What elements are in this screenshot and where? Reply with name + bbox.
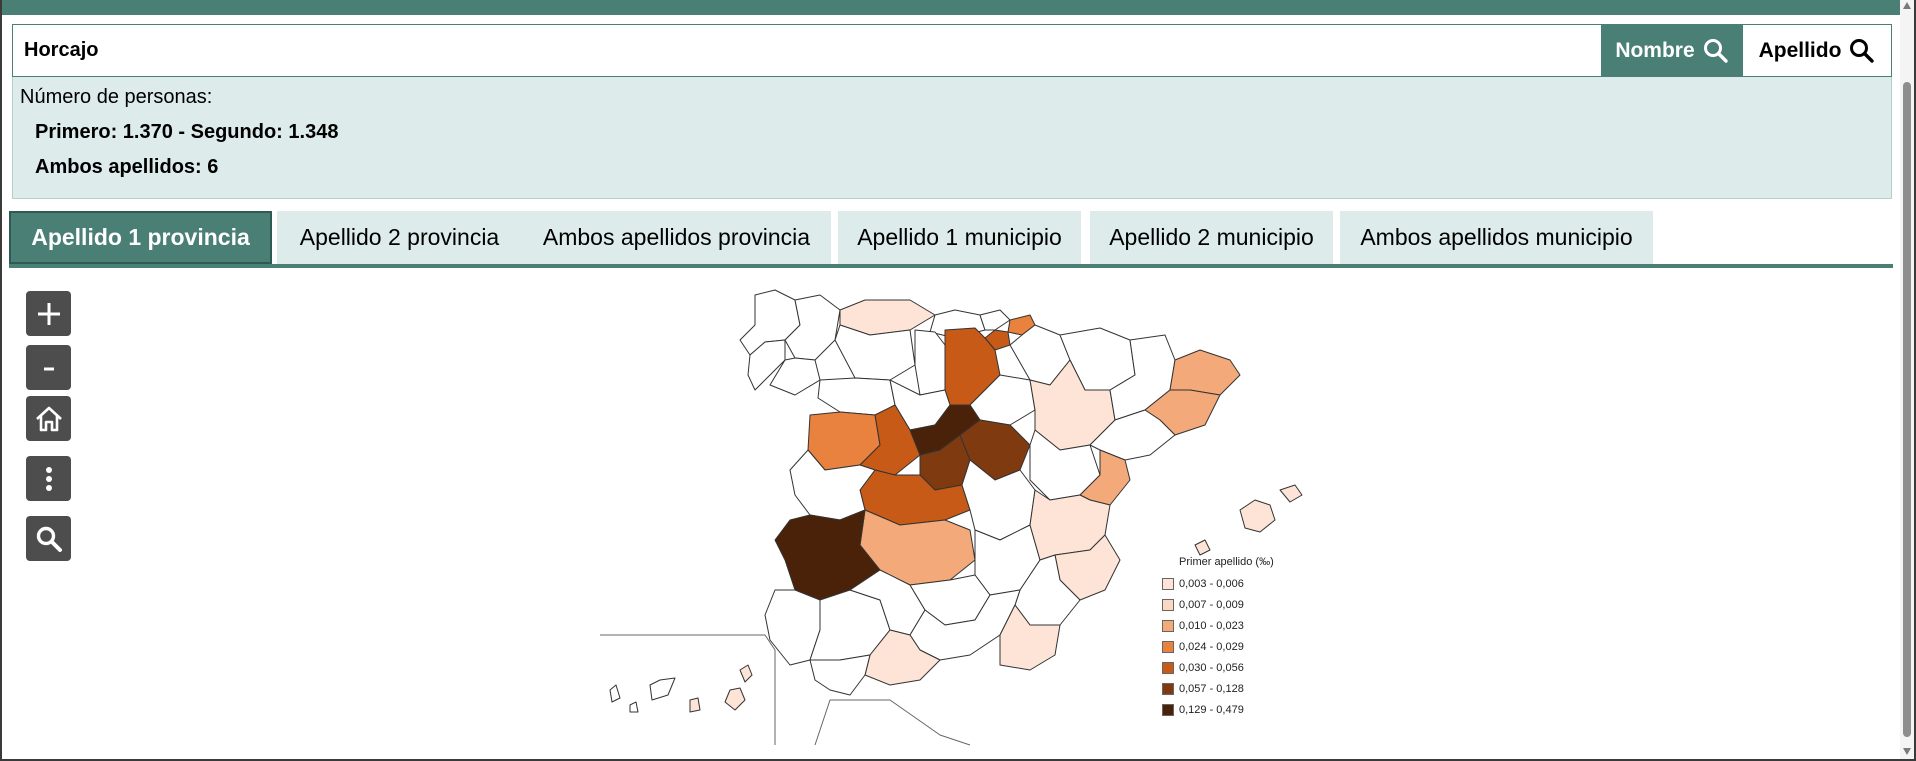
surname-search-input[interactable]	[13, 25, 1601, 76]
search-icon	[1703, 38, 1728, 63]
legend-swatch	[1162, 641, 1174, 653]
legend-item: 0,003 - 0,006	[1162, 576, 1244, 592]
scroll-up-icon[interactable]	[1903, 2, 1911, 9]
zoom-out-button[interactable]	[26, 345, 71, 390]
tab-apellido-1-provincia[interactable]: Apellido 1 provincia	[9, 211, 272, 264]
spain-provinces-map[interactable]	[590, 280, 1320, 750]
home-icon	[35, 406, 62, 431]
nombre-button-label: Nombre	[1615, 38, 1695, 62]
nombre-search-button[interactable]: Nombre	[1601, 25, 1743, 76]
canary-inset-frame	[600, 634, 776, 745]
more-options-button[interactable]	[26, 456, 71, 501]
province-zamora[interactable]	[817, 377, 896, 416]
legend-swatch	[1162, 704, 1174, 716]
legend-label: 0,010 - 0,023	[1179, 620, 1244, 632]
legend-item: 0,030 - 0,056	[1162, 660, 1244, 676]
top-bar	[0, 0, 1916, 15]
home-button[interactable]	[26, 396, 71, 441]
legend-label: 0,003 - 0,006	[1179, 578, 1244, 590]
apellido-search-button[interactable]: Apellido	[1743, 25, 1891, 76]
plus-icon	[37, 302, 60, 325]
map-tabs: Apellido 1 provincia Apellido 2 provinci…	[9, 211, 1893, 268]
legend-label: 0,129 - 0,479	[1179, 704, 1244, 716]
scrollbar-thumb[interactable]	[1903, 82, 1911, 737]
province-santa-cruz[interactable]	[609, 677, 676, 713]
province-cadiz[interactable]	[809, 654, 871, 696]
scroll-down-icon[interactable]	[1903, 748, 1911, 755]
results-summary-panel: Número de personas: Primero: 1.370 - Seg…	[12, 77, 1892, 199]
legend-item: 0,057 - 0,128	[1162, 681, 1244, 697]
province-palencia[interactable]	[914, 329, 946, 396]
first-second-count: Primero: 1.370 - Segundo: 1.348	[35, 121, 339, 143]
tab-apellido-2-municipio[interactable]: Apellido 2 municipio	[1090, 211, 1333, 264]
province-malaga[interactable]	[864, 629, 941, 686]
vertical-scrollbar[interactable]	[1900, 0, 1914, 759]
province-baleares[interactable]	[1194, 484, 1303, 556]
legend-item: 0,129 - 0,479	[1162, 702, 1244, 718]
legend-item: 0,010 - 0,023	[1162, 618, 1244, 634]
tab-ambos-apellidos-provincia[interactable]: Ambos apellidos provincia	[522, 211, 831, 264]
province-bizkaia[interactable]	[979, 309, 1011, 331]
minus-icon	[43, 367, 54, 370]
legend-title: Primer apellido (‰)	[1179, 556, 1274, 568]
search-bar: Nombre Apellido	[12, 24, 1892, 77]
map-search-button[interactable]	[26, 516, 71, 561]
province-girona[interactable]	[1169, 349, 1241, 396]
legend-swatch	[1162, 599, 1174, 611]
province-leon[interactable]	[834, 324, 916, 381]
legend-swatch	[1162, 683, 1174, 695]
legend-swatch	[1162, 662, 1174, 674]
tab-ambos-apellidos-municipio[interactable]: Ambos apellidos municipio	[1340, 211, 1653, 264]
persons-count-label: Número de personas:	[20, 86, 213, 108]
province-pontevedra[interactable]	[747, 339, 786, 391]
legend-item: 0,024 - 0,029	[1162, 639, 1244, 655]
legend-label: 0,024 - 0,029	[1179, 641, 1244, 653]
apellido-button-label: Apellido	[1758, 38, 1842, 62]
both-surnames-count: Ambos apellidos: 6	[35, 156, 219, 178]
tab-apellido-1-municipio[interactable]: Apellido 1 municipio	[838, 211, 1081, 264]
search-icon	[36, 526, 62, 552]
choropleth-map[interactable]	[590, 280, 1320, 750]
province-ceuta-melilla-frame	[814, 699, 971, 746]
legend-label: 0,030 - 0,056	[1179, 662, 1244, 674]
more-vertical-icon	[45, 466, 52, 491]
legend-swatch	[1162, 578, 1174, 590]
legend-label: 0,057 - 0,128	[1179, 683, 1244, 695]
province-almeria[interactable]	[999, 604, 1061, 671]
search-icon	[1850, 38, 1875, 63]
tab-apellido-2-provincia[interactable]: Apellido 2 provincia	[277, 211, 522, 264]
zoom-in-button[interactable]	[26, 291, 71, 336]
legend-swatch	[1162, 620, 1174, 632]
legend-item: 0,007 - 0,009	[1162, 597, 1244, 613]
province-las-palmas[interactable]	[689, 664, 753, 713]
legend-label: 0,007 - 0,009	[1179, 599, 1244, 611]
province-tarragona[interactable]	[1089, 409, 1176, 461]
